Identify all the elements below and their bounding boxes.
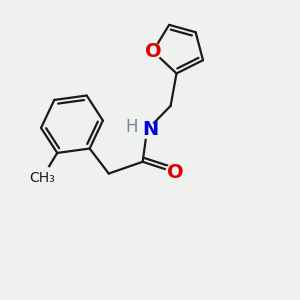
Circle shape [145, 43, 161, 60]
Text: H: H [125, 118, 138, 136]
Circle shape [166, 164, 182, 180]
Text: CH₃: CH₃ [30, 171, 56, 185]
Text: O: O [167, 163, 184, 182]
Circle shape [139, 122, 155, 138]
Text: O: O [145, 42, 161, 61]
Text: N: N [142, 121, 159, 140]
Circle shape [31, 166, 54, 190]
